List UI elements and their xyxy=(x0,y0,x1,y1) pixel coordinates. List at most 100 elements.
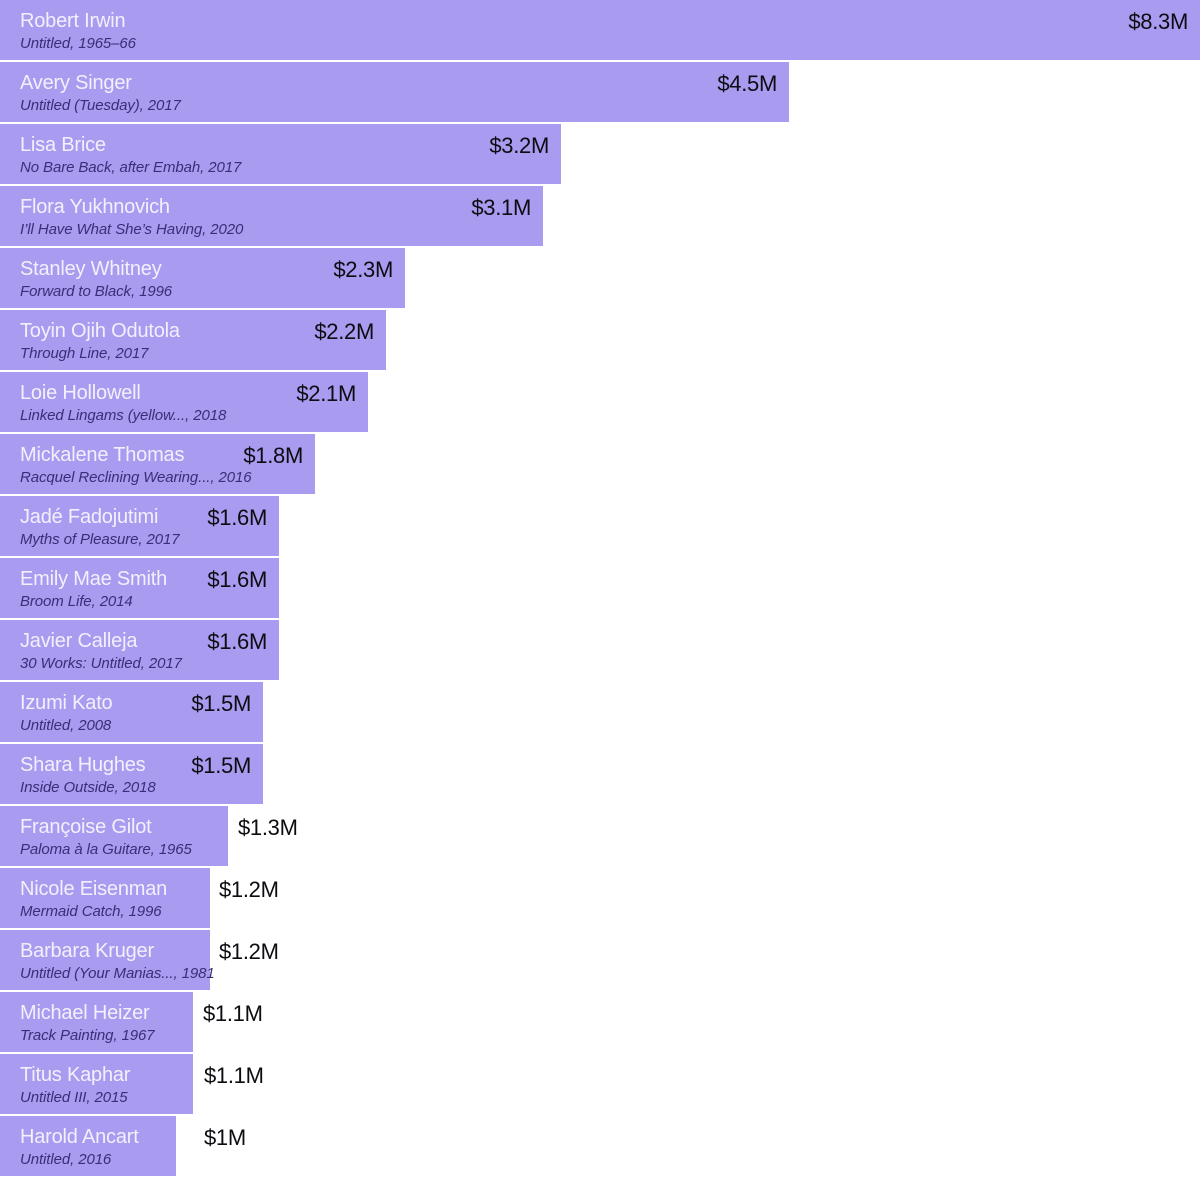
artist-name: Shara Hughes xyxy=(20,754,146,776)
artwork-subtitle: I’ll Have What She’s Having, 2020 xyxy=(20,220,243,239)
artwork-title: Through Line xyxy=(20,345,108,362)
subtitle-separator: , xyxy=(107,345,116,362)
chart-row: Barbara Kruger Untitled (Your Manias..., … xyxy=(0,930,1200,990)
price-label: $3.2M xyxy=(489,133,549,158)
artwork-year: 2017 xyxy=(115,345,149,362)
bar-label-group: Shara Hughes Inside Outside, 2018 xyxy=(20,753,156,797)
bar-label-group: Jadé Fadojutimi Myths of Pleasure, 2017 xyxy=(20,505,180,549)
price-bar: Jadé Fadojutimi Myths of Pleasure, 2017 xyxy=(0,496,279,556)
bar-label-group: Javier Calleja 30 Works: Untitled, 2017 xyxy=(20,629,182,673)
bar-label-group: Nicole Eisenman Mermaid Catch, 1996 xyxy=(20,877,167,921)
chart-row: Harold Ancart Untitled, 2016 $1M xyxy=(0,1116,1200,1176)
chart-row: Izumi Kato Untitled, 2008 $1.5M xyxy=(0,682,1200,742)
price-bar: Izumi Kato Untitled, 2008 xyxy=(0,682,263,742)
price-label: $1.6M xyxy=(207,629,267,654)
price-bar: Stanley Whitney Forward to Black, 1996 xyxy=(0,248,405,308)
chart-row: Nicole Eisenman Mermaid Catch, 1996 $1.2M xyxy=(0,868,1200,928)
artwork-subtitle: Racquel Reclining Wearing..., 2016 xyxy=(20,468,252,487)
artwork-year: 2017 xyxy=(148,655,182,672)
artwork-year: 2008 xyxy=(78,717,112,734)
artwork-subtitle: Untitled III, 2015 xyxy=(20,1088,130,1107)
price-label: $8.3M xyxy=(1128,9,1188,34)
artwork-subtitle: Untitled, 1965–66 xyxy=(20,34,136,53)
price-bar: Avery Singer Untitled (Tuesday), 2017 xyxy=(0,62,789,122)
artwork-year: 2017 xyxy=(147,97,181,114)
artwork-subtitle: Broom Life, 2014 xyxy=(20,592,167,611)
artist-name: Javier Calleja xyxy=(20,630,138,652)
bar-label-group: Barbara Kruger Untitled (Your Manias..., … xyxy=(20,939,215,983)
artist-name: Avery Singer xyxy=(20,72,132,94)
artwork-year: 1996 xyxy=(128,903,162,920)
price-bar: Toyin Ojih Odutola Through Line, 2017 xyxy=(0,310,386,370)
artwork-subtitle: Through Line, 2017 xyxy=(20,344,180,363)
artwork-subtitle: Untitled, 2016 xyxy=(20,1150,139,1169)
price-bar: Shara Hughes Inside Outside, 2018 xyxy=(0,744,263,804)
artwork-title: No Bare Back, after Embah xyxy=(20,159,201,176)
price-label: $2.3M xyxy=(333,257,393,282)
price-bar: Loie Hollowell Linked Lingams (yellow...,… xyxy=(0,372,368,432)
chart-row: Loie Hollowell Linked Lingams (yellow...,… xyxy=(0,372,1200,432)
price-label: $1.2M xyxy=(219,939,279,964)
artwork-title: Linked Lingams (yellow... xyxy=(20,407,186,424)
subtitle-separator: , xyxy=(120,903,129,920)
artwork-year: 2014 xyxy=(99,593,133,610)
subtitle-separator: , xyxy=(202,221,211,238)
chart-row: Toyin Ojih Odutola Through Line, 2017 $2.2… xyxy=(0,310,1200,370)
chart-row: Javier Calleja 30 Works: Untitled, 2017 $1… xyxy=(0,620,1200,680)
artwork-year: 1967 xyxy=(121,1027,155,1044)
artist-name: Michael Heizer xyxy=(20,1002,150,1024)
price-label: $1M xyxy=(204,1125,246,1150)
subtitle-separator: , xyxy=(200,159,209,176)
artwork-year: 2018 xyxy=(193,407,227,424)
chart-row: Françoise Gilot Paloma à la Guitare, 1965… xyxy=(0,806,1200,866)
artwork-title: Untitled xyxy=(20,717,71,734)
artwork-subtitle: Untitled, 2008 xyxy=(20,716,112,735)
chart-row: Jadé Fadojutimi Myths of Pleasure, 2017 $1… xyxy=(0,496,1200,556)
price-bar: Emily Mae Smith Broom Life, 2014 xyxy=(0,558,279,618)
artist-name: Jadé Fadojutimi xyxy=(20,506,159,528)
artist-name: Françoise Gilot xyxy=(20,816,152,838)
artwork-title: Mermaid Catch xyxy=(20,903,121,920)
artwork-title: Myths of Pleasure xyxy=(20,531,139,548)
artwork-year: 1965–66 xyxy=(78,35,136,52)
artist-name: Nicole Eisenman xyxy=(20,878,168,900)
subtitle-separator: , xyxy=(70,35,79,52)
artwork-year: 2016 xyxy=(78,1151,112,1168)
bar-label-group: Izumi Kato Untitled, 2008 xyxy=(20,691,113,735)
price-label: $3.1M xyxy=(471,195,531,220)
subtitle-separator: , xyxy=(173,965,182,982)
artwork-subtitle: Track Painting, 1967 xyxy=(20,1026,155,1045)
artwork-title: Broom Life xyxy=(20,593,92,610)
price-bar: Robert Irwin Untitled, 1965–66 xyxy=(0,0,1200,60)
price-label: $1.6M xyxy=(207,505,267,530)
artist-name: Toyin Ojih Odutola xyxy=(20,320,180,342)
artwork-subtitle: Untitled (Tuesday), 2017 xyxy=(20,96,181,115)
price-bar: Javier Calleja 30 Works: Untitled, 2017 xyxy=(0,620,279,680)
price-bar: Titus Kaphar Untitled III, 2015 xyxy=(0,1054,193,1114)
chart-row: Robert Irwin Untitled, 1965–66 $8.3M xyxy=(0,0,1200,60)
artist-name: Robert Irwin xyxy=(20,10,126,32)
price-label: $4.5M xyxy=(717,71,777,96)
chart-row: Mickalene Thomas Racquel Reclining Wearin… xyxy=(0,434,1200,494)
artwork-subtitle: Linked Lingams (yellow..., 2018 xyxy=(20,406,226,425)
price-label: $1.6M xyxy=(207,567,267,592)
price-label: $1.5M xyxy=(191,691,251,716)
subtitle-separator: , xyxy=(70,1151,79,1168)
artwork-title: Untitled xyxy=(20,1151,71,1168)
chart-row: Stanley Whitney Forward to Black, 1996 $2.… xyxy=(0,248,1200,308)
subtitle-separator: , xyxy=(210,469,219,486)
chart-row: Michael Heizer Track Painting, 1967 $1.1M xyxy=(0,992,1200,1052)
price-label: $1.1M xyxy=(203,1001,263,1026)
artwork-subtitle: Myths of Pleasure, 2017 xyxy=(20,530,180,549)
artwork-title: Untitled (Tuesday) xyxy=(20,97,140,114)
chart-row: Shara Hughes Inside Outside, 2018 $1.5M xyxy=(0,744,1200,804)
price-bar: Michael Heizer Track Painting, 1967 xyxy=(0,992,193,1052)
subtitle-separator: , xyxy=(70,717,79,734)
price-label: $1.1M xyxy=(204,1063,264,1088)
price-bar: Françoise Gilot Paloma à la Guitare, 1965 xyxy=(0,806,228,866)
artwork-title: 30 Works: Untitled xyxy=(20,655,141,672)
price-bar: Harold Ancart Untitled, 2016 xyxy=(0,1116,176,1176)
price-bar: Flora Yukhnovich I’ll Have What She’s Hav… xyxy=(0,186,543,246)
price-label: $1.2M xyxy=(219,877,279,902)
